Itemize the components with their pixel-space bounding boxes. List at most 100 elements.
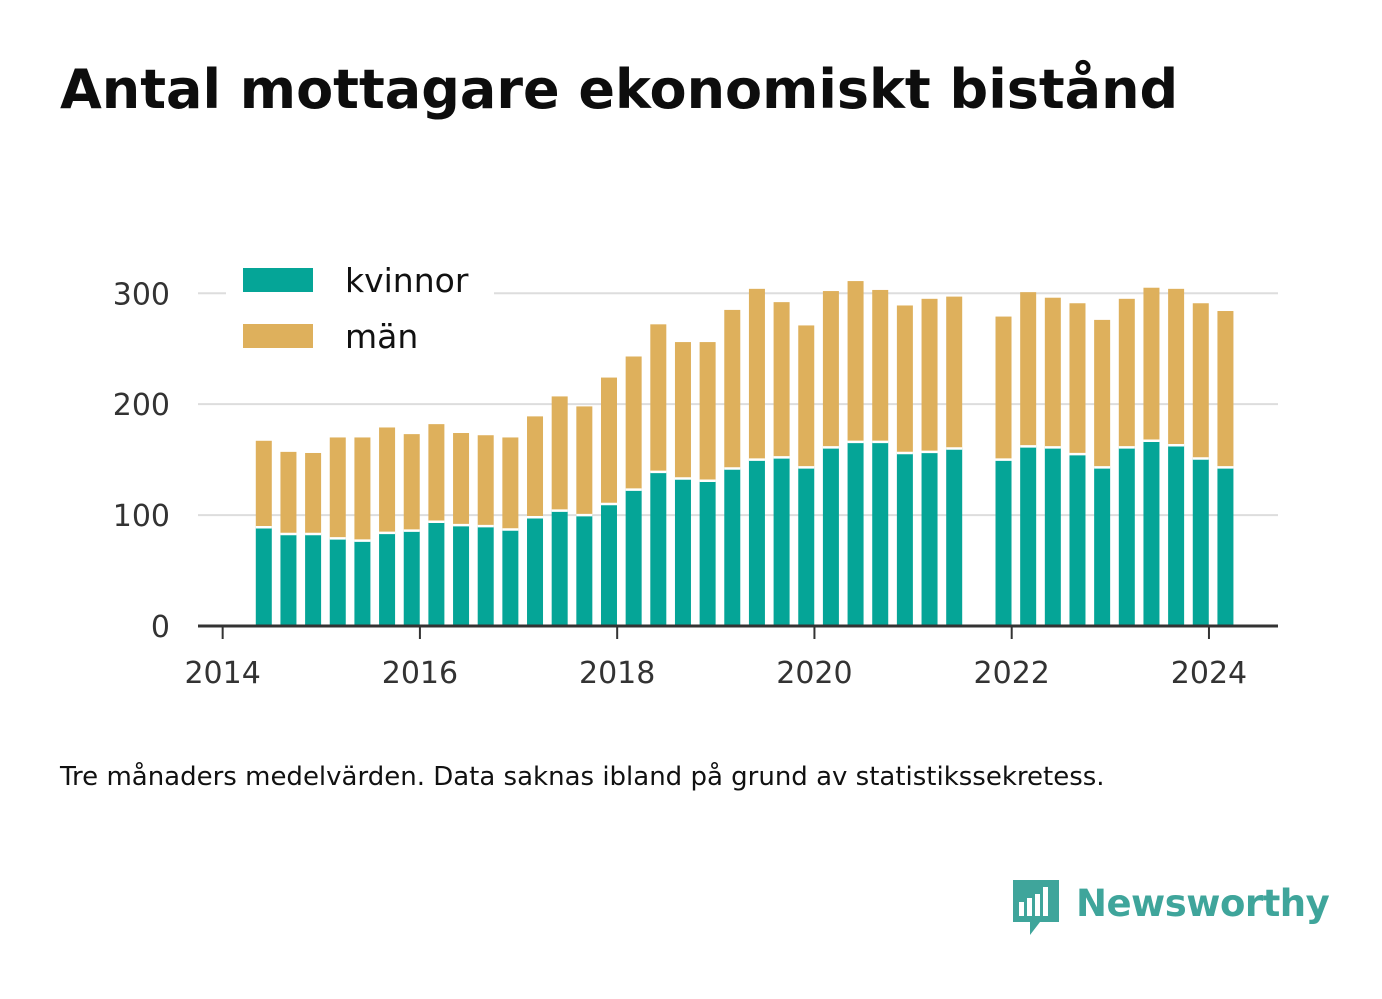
- bar-kvinnor: [921, 451, 938, 626]
- x-tick-label: 2022: [974, 656, 1050, 691]
- bar-man: [724, 309, 741, 469]
- bar-kvinnor: [551, 510, 568, 626]
- bar-kvinnor: [527, 517, 544, 626]
- bar-man: [625, 356, 642, 490]
- bar-kvinnor: [453, 525, 470, 626]
- bar-man: [699, 342, 716, 481]
- bar-man: [329, 437, 346, 539]
- legend: kvinnor män: [226, 258, 494, 362]
- bar-man: [403, 434, 420, 531]
- y-tick-label: 100: [113, 499, 170, 534]
- x-tick-label: 2024: [1171, 656, 1247, 691]
- bar-kvinnor: [354, 540, 371, 626]
- legend-swatch: [243, 324, 313, 348]
- bar-kvinnor: [600, 504, 617, 626]
- bar-kvinnor: [748, 459, 765, 626]
- bar-man: [946, 296, 963, 449]
- bars: [255, 281, 1234, 626]
- bar-kvinnor: [576, 515, 593, 626]
- bar-man: [1118, 298, 1135, 448]
- bar-man: [1143, 287, 1160, 441]
- bar-kvinnor: [1044, 447, 1061, 626]
- bar-man: [354, 437, 371, 541]
- bar-kvinnor: [428, 521, 445, 626]
- bar-kvinnor: [477, 526, 494, 626]
- bar-man: [847, 281, 864, 442]
- bar-man: [379, 427, 396, 533]
- bar-man: [280, 451, 297, 534]
- bar-kvinnor: [280, 533, 297, 626]
- x-tick-label: 2014: [184, 656, 260, 691]
- bar-kvinnor: [1217, 467, 1234, 626]
- bar-man: [798, 325, 815, 468]
- bar-kvinnor: [1192, 458, 1209, 626]
- legend-swatch: [243, 268, 313, 292]
- bar-kvinnor: [946, 448, 963, 626]
- bar-kvinnor: [305, 533, 322, 626]
- bar-kvinnor: [502, 529, 519, 626]
- bar-man: [551, 396, 568, 511]
- bar-man: [674, 342, 691, 479]
- bar-kvinnor: [403, 530, 420, 626]
- bar-man: [453, 433, 470, 526]
- bar-kvinnor: [724, 468, 741, 626]
- bar-man: [1192, 303, 1209, 459]
- chart: 0 100 200 300 2014 2016 2018 2020 2022 2024 kvinn…: [112, 258, 1278, 691]
- bar-man: [255, 440, 272, 528]
- x-tick-label: 2018: [579, 656, 655, 691]
- bar-man: [896, 305, 913, 453]
- bar-kvinnor: [1168, 445, 1185, 626]
- bar-man: [502, 437, 519, 530]
- bar-kvinnor: [255, 527, 272, 626]
- bar-kvinnor: [329, 538, 346, 626]
- bar-kvinnor: [847, 441, 864, 626]
- bar-man: [305, 452, 322, 534]
- newsworthy-logo-icon: [1013, 880, 1059, 935]
- bar-man: [921, 298, 938, 452]
- bar-man: [748, 288, 765, 460]
- bar-man: [428, 424, 445, 522]
- bar-man: [872, 289, 889, 442]
- bar-kvinnor: [625, 489, 642, 626]
- bar-man: [995, 316, 1012, 460]
- bar-kvinnor: [650, 471, 667, 626]
- legend-label: kvinnor: [345, 261, 469, 300]
- bar-man: [773, 302, 790, 458]
- bar-man: [822, 291, 839, 448]
- bar-kvinnor: [1069, 454, 1086, 626]
- bar-kvinnor: [674, 478, 691, 626]
- bar-kvinnor: [379, 532, 396, 626]
- bar-kvinnor: [822, 447, 839, 626]
- bar-kvinnor: [896, 452, 913, 626]
- x-tick-label: 2016: [382, 656, 458, 691]
- brand-logo[interactable]: Newsworthy: [1010, 878, 1330, 940]
- axes: 0 100 200 300 2014 2016 2018 2020 2022 2024: [113, 277, 1278, 691]
- bar-man: [576, 406, 593, 516]
- bar-kvinnor: [1094, 467, 1111, 626]
- bar-man: [1020, 292, 1037, 447]
- bar-man: [1094, 319, 1111, 468]
- bar-kvinnor: [773, 457, 790, 626]
- bar-kvinnor: [1020, 446, 1037, 626]
- bar-kvinnor: [872, 441, 889, 626]
- bar-kvinnor: [798, 467, 815, 626]
- chart-title: Antal mottagare ekonomiskt bistånd: [60, 58, 1179, 121]
- legend-label: män: [345, 317, 418, 356]
- bar-man: [477, 435, 494, 527]
- bar-man: [1168, 288, 1185, 446]
- bar-kvinnor: [1118, 447, 1135, 626]
- y-tick-label: 0: [151, 610, 170, 645]
- bar-man: [527, 416, 544, 518]
- bar-man: [1217, 311, 1234, 468]
- bar-kvinnor: [995, 459, 1012, 626]
- y-tick-label: 200: [113, 388, 170, 423]
- bar-man: [600, 377, 617, 504]
- bar-man: [650, 324, 667, 472]
- brand-name: Newsworthy: [1076, 882, 1330, 925]
- bar-kvinnor: [699, 480, 716, 626]
- x-tick-label: 2020: [776, 656, 852, 691]
- bar-man: [1044, 297, 1061, 448]
- y-tick-label: 300: [113, 277, 170, 312]
- bar-man: [1069, 303, 1086, 455]
- bar-kvinnor: [1143, 440, 1160, 626]
